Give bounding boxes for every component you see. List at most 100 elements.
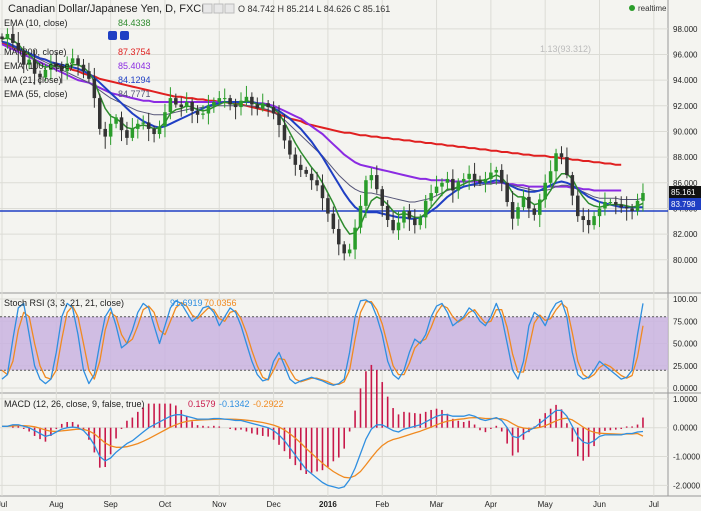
candle-body: [619, 204, 623, 208]
candle-body: [434, 186, 439, 194]
ema100-line: [1, 43, 622, 192]
legend-ema55-name: EMA (55, close): [4, 89, 68, 99]
candle-body: [70, 58, 75, 64]
candle-body: [603, 202, 607, 209]
candle-body: [565, 157, 569, 176]
y-tick-label: 90.000: [673, 127, 698, 136]
macd-series-group: [2, 364, 644, 489]
candle-body: [141, 122, 145, 124]
candle-body: [315, 180, 319, 186]
legend-ema55-value: 84.7771: [118, 89, 151, 99]
visibility-icon[interactable]: [213, 3, 224, 14]
candle-body: [478, 180, 482, 183]
y-tick-label: 100.00: [673, 295, 698, 304]
candle-body: [309, 173, 314, 181]
grid-lines: [0, 0, 668, 496]
x-tick-label: Oct: [159, 500, 172, 509]
candle-body: [103, 128, 107, 137]
candle-body: [76, 58, 80, 65]
candle-body: [375, 175, 379, 190]
legend-eye-icon[interactable]: [108, 31, 117, 40]
macd-line: [2, 409, 644, 489]
x-tick-label: 2016: [319, 500, 337, 509]
candle-body: [385, 205, 390, 220]
y-tick-label: 75.000: [673, 317, 698, 326]
candle-body: [358, 205, 363, 228]
y-tick-label: -2.0000: [673, 481, 701, 490]
candle-body: [81, 64, 86, 72]
candle-body: [554, 153, 558, 172]
x-tick-label: Mar: [430, 500, 444, 509]
candle-body: [494, 169, 499, 173]
candle-body: [559, 153, 564, 158]
candle-body: [581, 216, 585, 220]
candle-body: [510, 202, 515, 219]
y-tick-label: 96.000: [673, 50, 698, 59]
candle-body: [184, 101, 189, 108]
candle-body: [516, 207, 520, 219]
candle-body: [532, 208, 537, 215]
candle-body: [49, 63, 53, 70]
candle-body: [608, 202, 613, 204]
candle-body: [136, 123, 140, 129]
candle-body: [630, 208, 634, 212]
candle-body: [239, 100, 243, 108]
ohlc-values: O 84.742 H 85.214 L 84.626 C 85.161: [238, 4, 390, 14]
candle-body: [5, 33, 10, 40]
x-tick-label: Sep: [104, 500, 119, 509]
candle-body: [369, 175, 374, 181]
price-panel[interactable]: [0, 0, 668, 293]
candle-body: [429, 193, 433, 201]
candle-body: [624, 207, 629, 209]
candle-body: [353, 227, 357, 250]
candle-body: [592, 216, 596, 226]
candle-body: [206, 105, 211, 114]
candle-body: [277, 113, 281, 126]
candle-body: [380, 189, 384, 206]
candle-body: [331, 213, 336, 229]
fib-label: 1.13(93.312): [540, 44, 591, 54]
candle-body: [190, 101, 194, 111]
header-button-group[interactable]: [202, 3, 235, 14]
candle-body: [293, 154, 298, 165]
last-price-badge-bg: [669, 186, 701, 198]
y-tick-label: 98.000: [673, 25, 698, 34]
candle-body: [489, 172, 493, 179]
hline-badge: 83.798: [671, 200, 696, 209]
macd-line-value: -0.1342: [219, 399, 250, 409]
candle-body: [597, 208, 602, 217]
candle-body: [499, 169, 504, 183]
candle-body: [157, 126, 162, 135]
candle-body: [576, 195, 580, 217]
candle-body: [92, 78, 97, 99]
candle-body: [233, 104, 238, 108]
y-tick-label: 25.000: [673, 362, 698, 371]
candle-body: [59, 66, 64, 72]
candle-body: [222, 98, 227, 100]
legend-settings-icon-group[interactable]: [108, 31, 129, 40]
candle-body: [614, 202, 618, 205]
ma200-line: [1, 41, 622, 166]
candle-body: [548, 171, 553, 183]
realtime-dot-icon: [629, 5, 635, 11]
candle-body: [304, 169, 308, 174]
legend-ema100-name: EMA (100, close): [4, 61, 73, 71]
legend-gear-icon[interactable]: [120, 31, 129, 40]
rsi-label: Stoch RSI (3, 3, 21, 21, close): [4, 298, 124, 308]
candle-body: [364, 180, 368, 206]
close-icon[interactable]: [224, 3, 235, 14]
hline-badge-bg: [669, 198, 701, 210]
x-tick-label: Nov: [212, 500, 226, 509]
candle-body: [179, 104, 184, 108]
candle-body: [152, 128, 156, 135]
x-tick-label: Feb: [375, 500, 389, 509]
candle-body: [467, 173, 471, 179]
legend-ma21-value: 84.1294: [118, 75, 151, 85]
candle-body: [266, 103, 270, 108]
axis-labels-group: 98.000 96.000 94.000 92.000 90.000 88.000 86.0…: [0, 25, 701, 509]
settings-icon[interactable]: [202, 3, 213, 14]
candle-body: [418, 217, 423, 226]
candle-body: [201, 113, 205, 115]
rsi-k-line: [1, 299, 644, 386]
